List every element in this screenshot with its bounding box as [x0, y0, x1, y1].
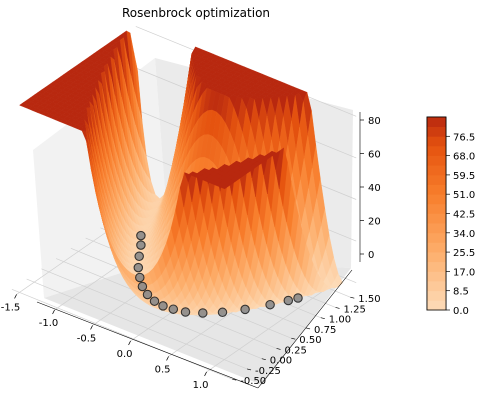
colorbar-band [427, 126, 446, 137]
path-point [137, 281, 148, 292]
z-tick-label: 20 [368, 217, 381, 228]
path-point [136, 230, 146, 241]
path-point [168, 304, 179, 314]
colorbar-ticks: 0.0 8.5 17.0 25.5 34.0 42.5 51.0 59.5 68.0 76.5 [426, 116, 475, 317]
colorbar-band [427, 184, 446, 195]
colorbar: 0.0 8.5 17.0 25.5 34.0 42.5 51.0 59.5 68.0 76.5 [426, 116, 475, 317]
optimization-path [133, 230, 303, 318]
path-point [135, 272, 145, 283]
y-tick-label: -0.25 [255, 366, 281, 377]
colorbar-band [427, 242, 446, 253]
colorbar-band [427, 261, 446, 272]
path-point [217, 307, 228, 318]
y-tick-mark [335, 307, 340, 309]
z-tick-label: 40 [368, 183, 381, 194]
x-tick-label: -1.5 [1, 302, 21, 313]
y-axis-line [257, 269, 353, 389]
x-tick-mark [128, 340, 131, 346]
path-point [133, 262, 144, 273]
z-tick-label: 60 [368, 150, 381, 161]
chart-title: Rosenbrock optimization [122, 6, 270, 20]
x-tick-label: 1.0 [193, 380, 209, 391]
colorbar-band [427, 271, 446, 282]
y-tick-mark [291, 337, 296, 340]
colorbar-tick-label: 8.5 [453, 287, 469, 298]
path-point [136, 240, 146, 250]
colorbar-tick-label: 42.5 [453, 210, 475, 221]
y-tick-label: 1.50 [358, 294, 380, 305]
path-point [265, 299, 275, 310]
colorbar-band [427, 281, 446, 292]
colorbar-band [427, 117, 446, 127]
y-tick-label: 0.75 [314, 325, 336, 336]
y-tick-label: 0.25 [285, 345, 307, 356]
x-tick-mark [14, 294, 17, 299]
path-point [293, 293, 303, 303]
colorbar-band [427, 213, 446, 224]
z-tick-label: 80 [368, 116, 381, 127]
path-point [142, 289, 153, 300]
grid-line [41, 268, 262, 360]
x-tick-label: -0.5 [77, 333, 97, 344]
colorbar-band [427, 290, 446, 301]
y-axis-ticks: -0.50-0.250.000.250.500.751.001.251.50 [232, 294, 381, 387]
y-tick-mark [350, 296, 355, 299]
colorbar-tick-label: 25.5 [453, 248, 475, 259]
y-tick-mark [232, 378, 237, 381]
x-axis-line [36, 301, 259, 389]
y-tick-mark [305, 327, 311, 330]
y-tick-label: 0.00 [270, 356, 292, 367]
grid-line [26, 278, 248, 370]
colorbar-band [427, 174, 446, 185]
path-point [198, 308, 208, 318]
path-point [180, 307, 191, 317]
y-tick-label: 0.50 [299, 335, 321, 346]
path-point [158, 301, 168, 311]
x-tick-mark [204, 371, 207, 377]
colorbar-bands [427, 117, 446, 311]
x-tick-label: 0.5 [155, 364, 171, 375]
y-tick-label: 1.25 [344, 304, 366, 315]
x-tick-mark [166, 356, 169, 361]
y-tick-mark [320, 317, 325, 320]
colorbar-tick-label: 59.5 [453, 171, 475, 182]
colorbar-band [427, 145, 446, 156]
x-axis-ticks: -1.5 -1.0 -0.5 0.0 0.5 1.0 [1, 294, 209, 391]
path-point [283, 295, 294, 306]
rosenbrock-surface [19, 30, 343, 316]
colorbar-band [427, 194, 446, 205]
y-tick-mark [246, 368, 252, 371]
z-axis-ticks: 0 20 40 60 80 [360, 116, 381, 261]
colorbar-tick-label: 51.0 [453, 190, 475, 201]
path-point [149, 296, 160, 306]
colorbar-band [427, 232, 446, 243]
path-point [134, 251, 144, 262]
y-tick-mark [261, 358, 266, 361]
x-tick-label: 0.0 [117, 349, 133, 360]
colorbar-band [427, 203, 446, 214]
colorbar-tick-label: 0.0 [453, 306, 469, 317]
colorbar-band [427, 155, 446, 166]
colorbar-band [427, 223, 446, 234]
surface-patch [219, 184, 229, 190]
x-tick-mark [90, 325, 93, 330]
colorbar-tick-label: 34.0 [453, 229, 475, 240]
path-point [240, 304, 250, 315]
colorbar-tick-label: 76.5 [453, 132, 475, 143]
y-tick-label: 1.00 [329, 315, 351, 326]
colorbar-band [427, 136, 446, 147]
y-tick-mark [276, 348, 281, 350]
grid-line [11, 288, 233, 380]
colorbar-band [427, 300, 446, 311]
x-tick-mark [52, 309, 55, 315]
colorbar-tick-label: 17.0 [453, 267, 475, 278]
z-tick-label: 0 [368, 250, 374, 261]
grid-line [206, 283, 334, 373]
colorbar-band [427, 252, 446, 263]
y-tick-label: -0.50 [240, 376, 266, 387]
colorbar-band [427, 165, 446, 176]
colorbar-tick-label: 68.0 [453, 152, 475, 163]
x-tick-label: -1.0 [39, 318, 59, 329]
